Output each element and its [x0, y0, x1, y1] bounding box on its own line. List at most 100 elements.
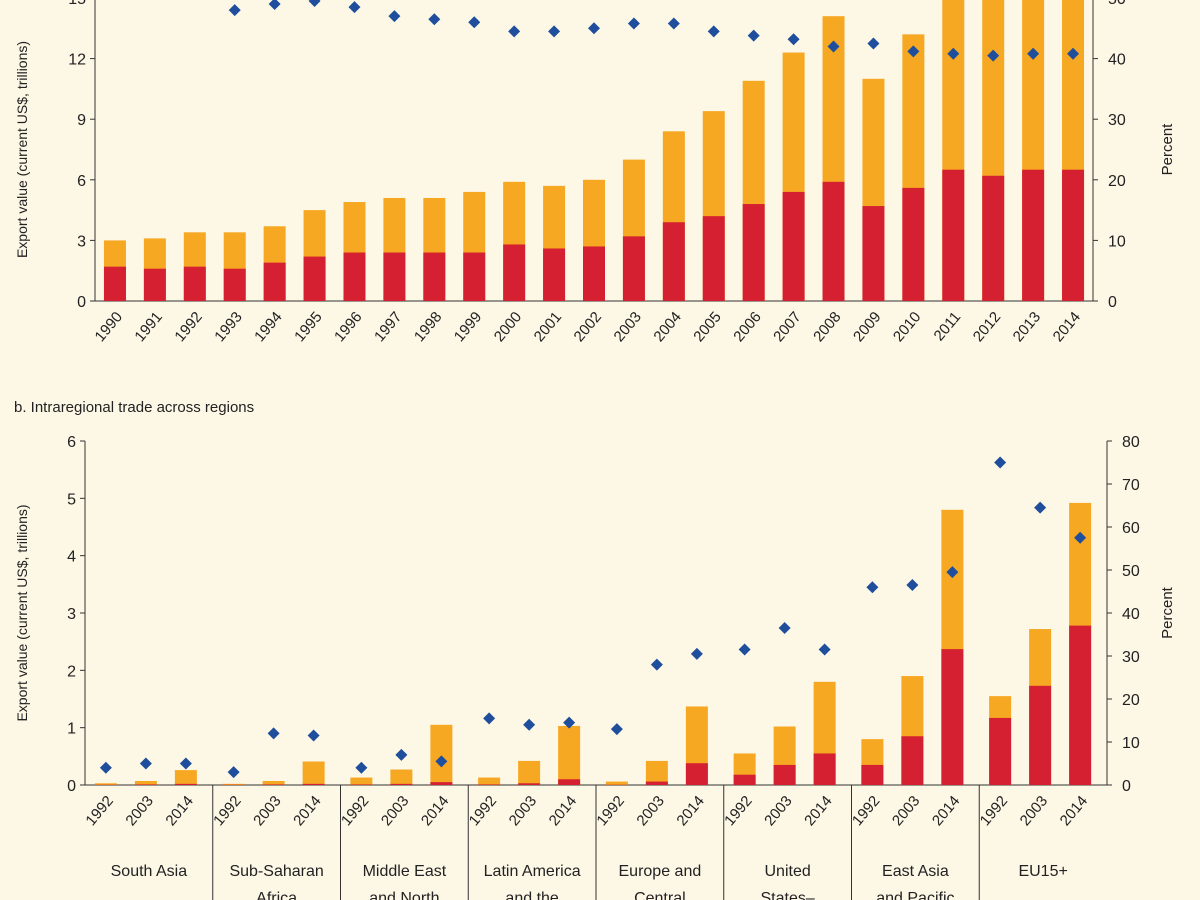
x-tick-label-2008: 2008 — [810, 309, 844, 345]
x-tick-label-2014: 2014 — [1050, 309, 1084, 345]
share-point-group5-2014 — [818, 643, 831, 656]
bar-intra-2009 — [862, 206, 885, 301]
region-group-label: United — [765, 863, 811, 880]
share-point-group7-1992 — [994, 456, 1007, 469]
y2-tick-label: 40 — [1122, 606, 1140, 623]
share-point-group3-2003 — [523, 718, 536, 731]
x-tick-label-1997: 1997 — [371, 309, 405, 345]
bar-total-group0-2014 — [174, 770, 197, 785]
share-point-group1-2003 — [267, 727, 280, 740]
y-tick-label: 15 — [68, 0, 86, 8]
bar-total-group4-1992 — [605, 781, 628, 785]
x-tick-label-1999: 1999 — [451, 309, 485, 345]
x-tick-label-2005: 2005 — [690, 309, 724, 345]
y-tick-label: 5 — [67, 491, 76, 508]
y2-tick-label: 30 — [1122, 649, 1140, 666]
bar-total-group2-1992 — [350, 777, 373, 785]
y2-axis-label: Percent — [1159, 123, 1176, 176]
share-point-group6-2014 — [946, 566, 959, 579]
bar-total-group1-2014 — [302, 761, 325, 785]
bar-intra-group0-2003 — [134, 784, 157, 785]
x-tick-label-1996: 1996 — [331, 309, 365, 345]
region-group-label: States– — [760, 890, 814, 900]
y2-tick-label: 50 — [1122, 563, 1140, 580]
x-tick-label-year: 2003 — [761, 793, 795, 829]
share-point-group4-2014 — [690, 647, 703, 660]
bar-intra-1999 — [463, 252, 486, 301]
bar-total-group0-1992 — [94, 783, 117, 785]
x-tick-label-year: 2003 — [633, 793, 667, 829]
x-tick-label-2000: 2000 — [491, 309, 525, 345]
x-tick-label-year: 2014 — [162, 793, 196, 829]
bar-intra-group1-2014 — [302, 783, 325, 785]
share-point-1996 — [348, 1, 361, 14]
x-tick-label-year: 2014 — [801, 793, 835, 829]
y2-tick-label: 80 — [1122, 434, 1140, 451]
share-point-group5-2003 — [778, 622, 791, 635]
bar-intra-group2-2003 — [390, 783, 413, 785]
share-point-1997 — [388, 10, 401, 23]
y-tick-label: 6 — [67, 434, 76, 451]
bar-intra-2008 — [822, 181, 845, 301]
bar-total-group1-1992 — [222, 783, 245, 785]
share-point-1993 — [228, 4, 241, 17]
share-point-group5-1992 — [738, 643, 751, 656]
y2-tick-label: 60 — [1122, 520, 1140, 537]
y2-tick-label: 20 — [1108, 173, 1126, 190]
bar-intra-group6-2014 — [941, 649, 964, 785]
bar-total-group3-1992 — [478, 777, 501, 785]
region-group-label: Africa — [256, 890, 297, 900]
x-tick-label-2013: 2013 — [1010, 309, 1044, 345]
y-tick-label: 1 — [67, 721, 76, 738]
bar-intra-group0-2014 — [174, 783, 197, 785]
bar-intra-1998 — [423, 252, 446, 301]
x-tick-label-1991: 1991 — [131, 309, 165, 345]
panel-a-intraregional-trade-over-time: 0 3 6 9 12 15 0 10 20 30 40 50 Export value (current… — [14, 0, 1176, 345]
bar-total-group1-2003 — [262, 780, 285, 785]
bar-intra-1990 — [103, 266, 126, 301]
share-point-1995 — [308, 0, 321, 8]
x-tick-label-1994: 1994 — [251, 309, 285, 345]
y2-tick-label: 50 — [1108, 0, 1126, 8]
x-tick-label-year: 2014 — [929, 793, 963, 829]
share-point-2007 — [787, 33, 800, 46]
share-point-2005 — [707, 25, 720, 38]
x-tick-label-year: 1992 — [593, 793, 627, 829]
x-tick-label-year: 2003 — [889, 793, 923, 829]
share-point-group1-2014 — [307, 729, 320, 742]
share-point-group0-2014 — [179, 757, 192, 770]
x-tick-label-1992: 1992 — [171, 309, 205, 345]
share-point-2008 — [827, 40, 840, 53]
bar-intra-1997 — [383, 252, 406, 301]
bar-intra-2012 — [982, 175, 1005, 301]
region-group-label: EU15+ — [1018, 863, 1067, 880]
y-tick-label: 0 — [77, 294, 86, 311]
x-tick-label-2002: 2002 — [571, 309, 605, 345]
bar-intra-1994 — [263, 262, 286, 301]
share-point-group4-2003 — [650, 658, 663, 671]
share-point-1998 — [428, 13, 441, 26]
region-group-label: and Pacific — [876, 890, 954, 900]
region-group-label: and North — [369, 890, 439, 900]
panel-b-title: b. Intraregional trade across regions — [14, 399, 254, 416]
share-point-2010 — [907, 45, 920, 58]
bar-intra-group7-2003 — [1029, 685, 1052, 785]
bar-intra-group2-2014 — [430, 782, 453, 785]
x-tick-label-year: 2003 — [378, 793, 412, 829]
share-point-group3-1992 — [483, 712, 496, 725]
share-point-2009 — [867, 37, 880, 50]
bar-total-group3-2003 — [518, 760, 541, 785]
bar-intra-1991 — [143, 268, 166, 301]
bar-total-group0-2003 — [134, 780, 157, 785]
share-point-group7-2003 — [1034, 501, 1047, 514]
x-tick-label-2001: 2001 — [531, 309, 565, 345]
x-tick-label-year: 2014 — [1057, 793, 1091, 829]
bar-intra-2007 — [782, 191, 805, 301]
bar-intra-2014 — [1062, 169, 1085, 301]
x-tick-label-year: 1992 — [977, 793, 1011, 829]
bar-intra-1992 — [183, 266, 206, 301]
x-tick-label-year: 1992 — [82, 793, 116, 829]
share-point-2003 — [627, 17, 640, 30]
